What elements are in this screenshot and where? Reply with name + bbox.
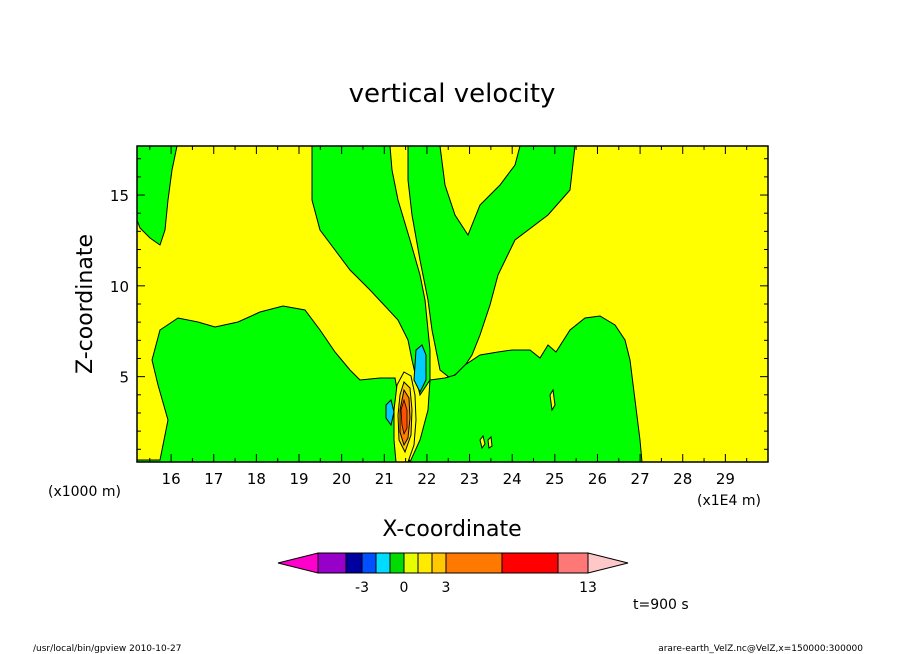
colorbar-segment (389, 552, 405, 574)
x-unit-left: (x1000 m) (48, 484, 121, 500)
x-unit-right: (x1E4 m) (697, 493, 761, 509)
isolated-feature-3 (549, 388, 556, 412)
isolated-feature-2 (487, 435, 493, 449)
colorbar-arrow-right (587, 552, 629, 574)
colorbar-segment (417, 552, 433, 574)
colorbar-labels: -3 0 3 13 (355, 580, 597, 596)
x-tick-label: 19 (289, 470, 308, 488)
colorbar-label: 13 (579, 580, 597, 596)
footer-left: /usr/local/bin/gpview 2010-10-27 (33, 644, 181, 654)
plot-area: 16 17 18 19 20 21 22 23 24 25 26 27 28 29 5 10 15 (110, 145, 769, 488)
contour-region-central-plume-left (311, 145, 431, 397)
x-tick-label: 27 (631, 470, 650, 488)
colorbar-label: -3 (355, 580, 369, 596)
y-tick-label: 10 (110, 278, 129, 296)
colorbar-segment (317, 552, 347, 574)
chart-title: vertical velocity (349, 79, 556, 109)
y-ticks: 5 10 15 (110, 158, 768, 450)
colorbar-segment (431, 552, 447, 574)
x-tick-label: 20 (332, 470, 351, 488)
colorbar-label: 0 (400, 580, 409, 596)
x-tick-label: 17 (204, 470, 223, 488)
colorbar-segment (557, 552, 589, 574)
x-tick-label: 23 (460, 470, 479, 488)
colorbar-segment (361, 552, 377, 574)
colorbar-segment (375, 552, 391, 574)
y-axis-label: Z-coordinate (73, 234, 98, 374)
x-tick-label: 24 (503, 470, 522, 488)
colorbar-label: 3 (442, 580, 451, 596)
x-tick-label: 22 (417, 470, 436, 488)
y-tick-label: 5 (119, 369, 129, 387)
x-tick-label: 28 (673, 470, 692, 488)
footer-right: arare-earth_VelZ.nc@VelZ,x=150000:300000 (658, 644, 863, 654)
x-tick-label: 16 (162, 470, 181, 488)
x-tick-label: 26 (588, 470, 607, 488)
colorbar (277, 552, 629, 574)
colorbar-segment (501, 552, 559, 574)
x-tick-label: 21 (375, 470, 394, 488)
y-tick-label: 15 (110, 187, 129, 205)
x-tick-label: 29 (716, 470, 735, 488)
colorbar-segment (403, 552, 419, 574)
x-ticks: 16 17 18 19 20 21 22 23 24 25 26 27 28 29 (149, 146, 748, 488)
updraft-contour-core (400, 398, 408, 436)
contour-region-left-top (136, 145, 178, 246)
x-axis-label: X-coordinate (382, 517, 521, 542)
contour-region-central-plume-right (407, 145, 576, 379)
time-label: t=900 s (633, 597, 689, 613)
colorbar-arrow-left (277, 552, 319, 574)
colorbar-segment (445, 552, 503, 574)
cyan-pocket-upper (413, 344, 427, 394)
x-tick-label: 18 (247, 470, 266, 488)
cyan-pocket-lower (385, 399, 395, 427)
x-tick-label: 25 (545, 470, 564, 488)
colorbar-segment (345, 552, 363, 574)
isolated-feature-1 (479, 434, 486, 450)
